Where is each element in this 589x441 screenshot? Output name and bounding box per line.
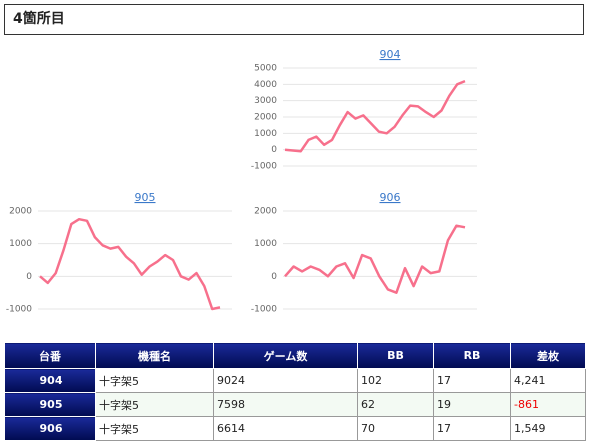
y-tick-label: -1000 [251, 305, 277, 315]
y-tick-label: 0 [271, 272, 277, 282]
row: 906 十字架5 6614 70 17 1,549 [4, 416, 586, 441]
cell: 十字架5 [95, 416, 214, 441]
cell: 7598 [213, 392, 358, 417]
cell: 102 [357, 368, 434, 393]
cell: 905 [4, 392, 96, 417]
data-line [284, 224, 466, 294]
data-line [284, 79, 466, 153]
cell: 十字架5 [95, 392, 214, 417]
cell: 17 [433, 368, 511, 393]
column-header: 機種名 [95, 342, 214, 369]
y-tick-label: -1000 [6, 305, 32, 315]
y-tick-label: 1000 [9, 239, 32, 249]
cell: 906 [4, 416, 96, 441]
y-tick-label: 4000 [254, 80, 277, 90]
column-header: 台番 [4, 342, 96, 369]
y-tick-label: 1000 [254, 239, 277, 249]
chart: 906 -1000 0 1000 2000 [251, 191, 477, 315]
row: 904 十字架5 9024 102 17 4,241 [4, 368, 586, 393]
cell: 1,549 [510, 416, 586, 441]
y-tick-label: -1000 [251, 162, 277, 172]
chart: 904 -1000 0 1000 2000 3000 4000 5000 [251, 48, 477, 172]
column-header: 差枚 [510, 342, 586, 369]
cell: 19 [433, 392, 511, 417]
cell: 十字架5 [95, 368, 214, 393]
y-tick-label: 2000 [254, 207, 277, 217]
column-header: RB [433, 342, 511, 369]
cell: 62 [357, 392, 434, 417]
cell: 6614 [213, 416, 358, 441]
data-line [39, 217, 221, 311]
header-row: 台番 機種名 ゲーム数 BB RB 差枚 [4, 342, 586, 369]
cell: 70 [357, 416, 434, 441]
y-tick-label: 0 [271, 145, 277, 155]
section-title: 4箇所目 [4, 4, 584, 35]
chart-title: 906 [380, 191, 401, 204]
column-header: BB [357, 342, 434, 369]
column-header: ゲーム数 [213, 342, 358, 369]
chart: 905 -1000 0 1000 2000 [6, 191, 232, 315]
cell: -861 [510, 392, 586, 417]
data-table: 台番 機種名 ゲーム数 BB RB 差枚 904 十字架5 9024 102 1… [4, 342, 586, 441]
cell: 904 [4, 368, 96, 393]
cell: 9024 [213, 368, 358, 393]
cell: 17 [433, 416, 511, 441]
y-tick-label: 1000 [254, 129, 277, 139]
y-tick-label: 2000 [9, 207, 32, 217]
y-tick-label: 2000 [254, 113, 277, 123]
chart-title: 904 [380, 48, 401, 61]
cell: 4,241 [510, 368, 586, 393]
row: 905 十字架5 7598 62 19 -861 [4, 392, 586, 417]
chart-title: 905 [135, 191, 156, 204]
y-tick-label: 0 [26, 272, 32, 282]
y-tick-label: 5000 [254, 64, 277, 74]
y-tick-label: 3000 [254, 96, 277, 106]
